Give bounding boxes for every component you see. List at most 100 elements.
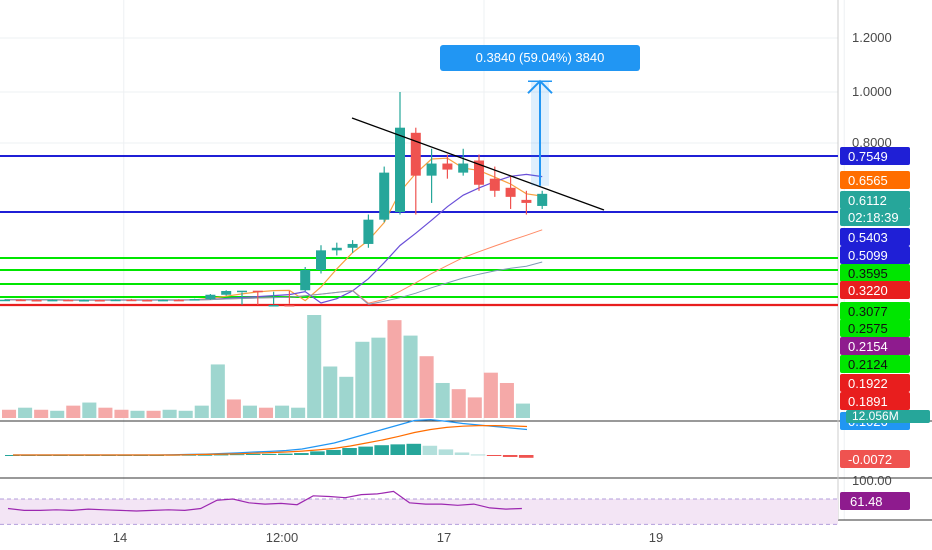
price-label-box [840,302,910,320]
macd-histogram-bar [454,452,470,455]
candle-body [331,247,342,251]
price-label-box [840,281,910,299]
measurement-tooltip[interactable]: 0.3840 (59.04%) 3840 [440,45,640,71]
volume-bar [371,337,386,418]
candle-body [205,294,216,300]
candle-body [237,290,247,293]
price-label-box [840,171,910,189]
trendline[interactable] [351,117,605,211]
macd-histogram-bar [294,453,309,455]
rsi-band [0,499,838,525]
candle-body [47,299,58,302]
volume-bar [18,407,33,418]
macd-histogram-bar [261,453,277,455]
volume-bar [451,389,466,418]
candle-body [426,163,437,176]
price-label-box [840,228,910,246]
x-axis-tick-label: 12:00 [266,530,299,545]
volume-bar [515,403,530,418]
volume-bar [323,366,338,418]
candle-body [505,187,516,197]
candle-body [379,172,390,220]
volume-bar [258,407,274,418]
price-label-text: 0.1891 [848,394,888,409]
candle-body [395,127,405,212]
candle-body [15,299,26,302]
price-label-text: 0.5403 [848,230,888,245]
candle-body [474,160,484,185]
volume-bar [499,382,514,418]
candle-body [489,178,500,191]
volume-bar [98,407,113,418]
macd-histogram-bar [326,449,341,455]
macd-histogram-bar [310,451,325,455]
price-label-box [840,208,910,226]
horizontal-levels[interactable] [0,155,838,307]
candle-body [537,193,548,206]
y-axis-tick-label: 1.0000 [852,84,892,99]
candle-body [521,199,532,203]
candle-body [110,299,121,302]
macd-histogram-bar [278,453,293,455]
price-label-text: 0.2124 [848,357,888,372]
measurement-tooltip-box [440,45,640,71]
macd-histogram-bar [5,455,20,456]
price-label-text: 0.2575 [848,321,888,336]
macd-histogram-bar [438,449,454,455]
x-axis-tick-label: 19 [649,530,663,545]
price-label-text: 0.3595 [848,266,888,281]
price-label-box [840,319,910,337]
macd-histogram-bar [342,448,357,455]
volume-bar [226,399,241,418]
price-label-text: 0.3220 [848,283,888,298]
macd-histogram-bar [422,445,438,455]
macd-histogram-bar [518,455,534,458]
macd-histogram-bar [358,446,373,455]
price-label-text: 0.1922 [848,376,888,391]
volume-bar [307,315,322,418]
volume-bar [387,320,402,418]
rsi-value-box [840,492,910,510]
volume-bars [2,315,530,418]
rsi-panel [0,490,838,525]
volume-bar [114,409,129,418]
macd-histogram-bar [502,455,518,457]
drawing-tools[interactable] [351,79,605,211]
price-label-text: 02:18:39 [848,210,899,225]
volume-bar [435,382,450,418]
price-label-text: 0.6565 [848,173,888,188]
macd-value-text: -0.0072 [848,452,892,467]
price-label-box [840,246,910,264]
volume-bar [339,376,354,418]
price-label-box [840,392,910,410]
price-label-text: 0.2154 [848,339,888,354]
macd-histogram-bar [486,455,502,456]
volume-bar [162,409,177,418]
axes: 1.2000 1.0000 0.8000 100.00 14 12:00 17 19 [113,30,892,545]
price-label-text: 0.3077 [848,304,888,319]
price-label-box [840,147,910,165]
candle-body [268,305,279,307]
candle-body [79,300,89,302]
price-label-box [840,337,910,355]
volume-bar [210,364,225,418]
candle-body [363,219,374,244]
macd-value-box [840,450,910,468]
rsi-line [7,490,522,512]
candle-body [284,305,295,307]
volume-bar [82,402,97,418]
price-labels: 0.7549 0.6565 0.6112 02:18:39 0.5403 0.5099 0.… [840,147,930,510]
candle-body [410,132,421,176]
price-label-box [840,355,910,373]
macd-histogram-bar [470,454,486,456]
volume-bar [2,409,17,418]
macd-histogram-bar [374,445,389,455]
volume-bar [483,372,498,418]
volume-bar [146,410,161,418]
volume-bar [178,410,193,418]
volume-bar [194,405,209,418]
volume-label-text: 12.056M [852,409,899,423]
price-label-text: 0.6112 [848,193,887,208]
price-label-text: 0.5099 [848,248,888,263]
